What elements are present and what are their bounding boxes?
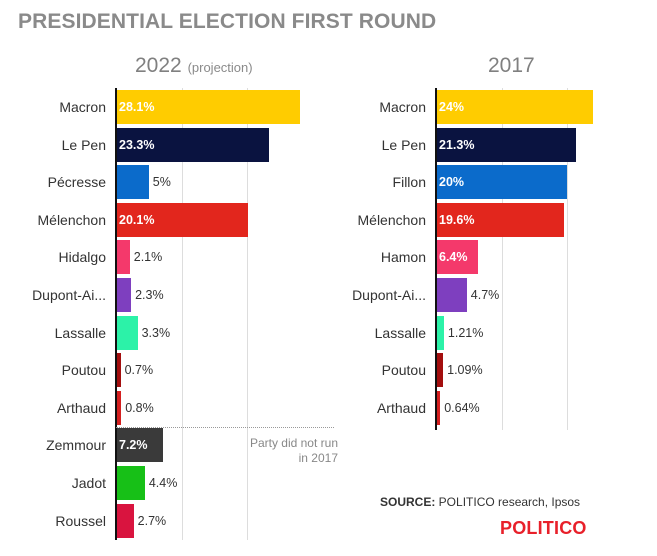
- category-label-2022-melenchon: Mélenchon: [37, 211, 107, 228]
- category-label-2022-macron: Macron: [59, 99, 106, 115]
- gridline-2022-20: [247, 88, 248, 540]
- new-candidates-note: Party did not run in 2017: [249, 436, 338, 465]
- bar-2017-lassalle: [436, 315, 444, 350]
- bar-2022-arthaud: [116, 390, 122, 425]
- bar-2022-poutou: [116, 353, 121, 388]
- axis-2022: [115, 88, 117, 540]
- axis-2017: [435, 88, 437, 430]
- bar-2022-roussel: [116, 503, 134, 538]
- bar-2022-pecresse: [116, 165, 149, 200]
- value-label-2022-hidalgo: 2.1%: [133, 250, 163, 265]
- value-label-2022-poutou: 0.7%: [124, 363, 154, 378]
- value-label-2022-zemmour: 7.2%: [119, 438, 148, 453]
- bar-2022-melenchon: [116, 202, 248, 237]
- value-label-2017-dupont-ai: 4.7%: [470, 288, 500, 302]
- category-label-2017-melenchon: Mélenchon: [357, 211, 427, 228]
- category-label-2022-pecresse: Pécresse: [47, 174, 106, 191]
- category-label-2022-jadot: Jadot: [71, 475, 106, 491]
- value-label-2022-roussel: 2.7%: [137, 513, 167, 528]
- bar-2022-lassalle: [116, 315, 138, 350]
- value-label-2017-hamon: 6.4%: [439, 250, 468, 265]
- category-label-2017-dupont-ai: Dupont-Ai...: [352, 287, 426, 303]
- bar-2017-melenchon: [436, 202, 565, 237]
- bar-2022-jadot: [116, 466, 145, 500]
- gridline-2017-20: [567, 88, 568, 430]
- bar-2017-le-pen: [436, 127, 576, 162]
- category-label-2017-macron: Macron: [379, 99, 426, 115]
- panel-2022-title: 2022 (projection): [135, 54, 253, 78]
- category-label-2022-hidalgo: Hidalgo: [58, 249, 106, 266]
- bar-2022-le-pen: [116, 127, 269, 162]
- value-label-2017-melenchon: 19.6%: [439, 212, 475, 227]
- value-label-2022-melenchon: 20.1%: [119, 212, 155, 227]
- category-label-2022-le-pen: Le Pen: [61, 136, 106, 153]
- bar-2022-macron: [116, 90, 301, 124]
- bar-2017-poutou: [436, 353, 444, 388]
- value-label-2017-fillon: 20%: [439, 175, 465, 190]
- value-label-2017-lassalle: 1.21%: [447, 325, 484, 340]
- category-label-2022-zemmour: Zemmour: [46, 437, 106, 454]
- category-label-2022-roussel: Roussel: [55, 512, 106, 529]
- politico-logo: POLITICO: [500, 518, 587, 538]
- category-label-2022-arthaud: Arthaud: [56, 399, 106, 416]
- panel-2017-title: 2017: [488, 54, 535, 78]
- bar-2017-arthaud: [436, 390, 441, 425]
- source-text: POLITICO research, Ipsos: [435, 495, 581, 509]
- bar-2017-hamon: [436, 240, 478, 275]
- panel-2017-year: 2017: [488, 54, 535, 77]
- bar-2017-macron: [436, 90, 594, 124]
- bar-2022-zemmour: [116, 428, 164, 463]
- value-label-2022-lassalle: 3.3%: [141, 325, 171, 340]
- category-label-2022-poutou: Poutou: [61, 362, 106, 379]
- panel-2022-year: 2022: [135, 54, 182, 77]
- category-label-2017-le-pen: Le Pen: [381, 136, 426, 153]
- source-line: SOURCE: POLITICO research, Ipsos: [380, 495, 580, 509]
- value-label-2017-poutou: 1.09%: [447, 363, 483, 378]
- value-label-2017-arthaud: 0.64%: [444, 400, 480, 415]
- category-label-2017-arthaud: Arthaud: [376, 399, 426, 416]
- category-label-2017-hamon: Hamon: [380, 249, 426, 266]
- gridline-2022-10: [181, 88, 183, 540]
- bar-2017-dupont-ai: [436, 278, 467, 312]
- value-label-2022-le-pen: 23.3%: [119, 137, 155, 152]
- chart-title: PRESIDENTIAL ELECTION FIRST ROUND: [18, 10, 437, 33]
- gridline-2017-10: [501, 88, 503, 430]
- bar-2017-fillon: [436, 165, 567, 200]
- bar-2022-hidalgo: [116, 240, 130, 275]
- category-label-2022-dupont-ai: Dupont-Ai...: [32, 287, 106, 303]
- value-label-2022-pecresse: 5%: [152, 175, 171, 190]
- value-label-2022-dupont-ai: 2.3%: [135, 288, 164, 302]
- value-label-2022-jadot: 4.4%: [148, 476, 178, 490]
- category-label-2017-poutou: Poutou: [381, 362, 426, 379]
- panel-2022-subtitle: (projection): [187, 60, 253, 75]
- value-label-2022-arthaud: 0.8%: [125, 400, 154, 415]
- source-label: SOURCE:: [380, 495, 436, 509]
- category-label-2017-lassalle: Lassalle: [374, 324, 426, 341]
- bar-2022-dupont-ai: [116, 278, 132, 312]
- value-label-2022-macron: 28.1%: [119, 100, 155, 114]
- value-label-2017-macron: 24%: [439, 100, 465, 114]
- new-candidates-divider: [116, 427, 334, 428]
- category-label-2017-fillon: Fillon: [392, 174, 426, 191]
- value-label-2017-le-pen: 21.3%: [439, 137, 475, 152]
- category-label-2022-lassalle: Lassalle: [54, 324, 106, 341]
